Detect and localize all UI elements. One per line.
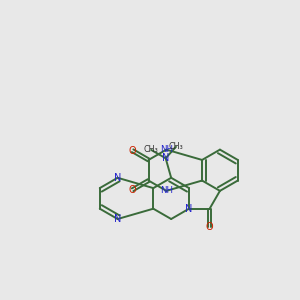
Text: N: N [162, 153, 169, 163]
Text: O: O [129, 146, 136, 156]
Text: CH₃: CH₃ [144, 146, 159, 154]
Text: O: O [206, 222, 213, 232]
Text: N: N [114, 214, 121, 224]
Text: N: N [185, 204, 193, 214]
Text: NH: NH [160, 186, 173, 195]
Text: N: N [114, 173, 121, 183]
Text: O: O [129, 185, 136, 195]
Text: NH: NH [160, 145, 173, 154]
Text: CH₃: CH₃ [169, 142, 183, 152]
